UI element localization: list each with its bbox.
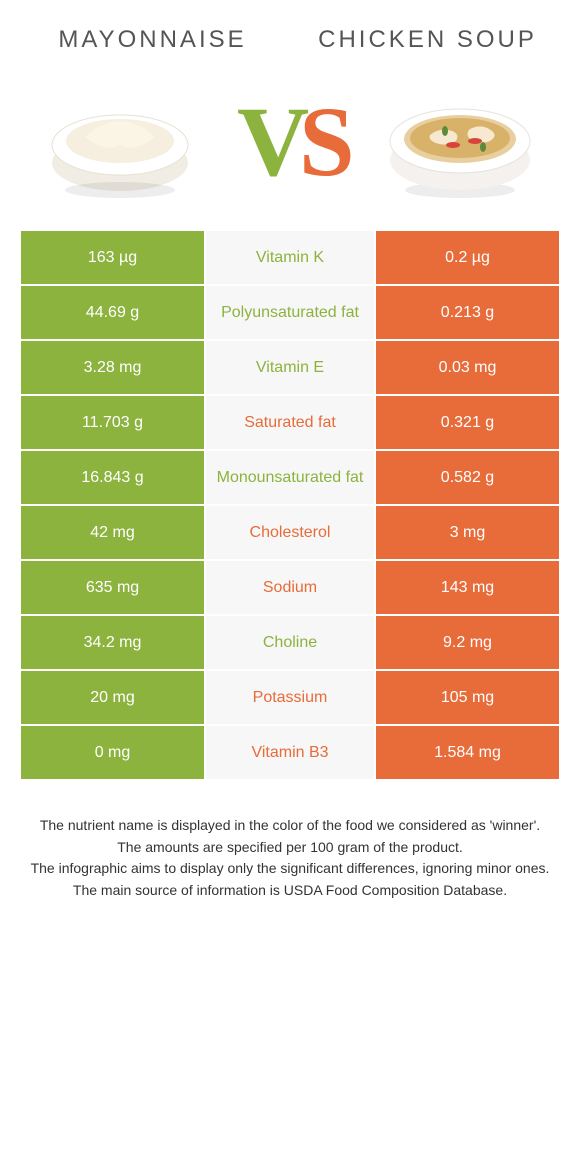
value-right: 105 mg <box>375 670 560 725</box>
nutrient-label: Saturated fat <box>205 395 375 450</box>
table-row: 163 µgVitamin K0.2 µg <box>20 230 560 285</box>
vs-label: V S <box>205 80 375 200</box>
value-right: 0.321 g <box>375 395 560 450</box>
footer-line-1: The nutrient name is displayed in the co… <box>20 815 560 837</box>
footer-line-4: The main source of information is USDA F… <box>20 880 560 902</box>
value-left: 3.28 mg <box>20 340 205 395</box>
nutrient-label: Polyunsaturated fat <box>205 285 375 340</box>
table-row: 42 mgCholesterol3 mg <box>20 505 560 560</box>
nutrient-label: Sodium <box>205 560 375 615</box>
table-row: 44.69 gPolyunsaturated fat0.213 g <box>20 285 560 340</box>
value-right: 0.03 mg <box>375 340 560 395</box>
value-left: 42 mg <box>20 505 205 560</box>
table-row: 11.703 gSaturated fat0.321 g <box>20 395 560 450</box>
value-left: 11.703 g <box>20 395 205 450</box>
chicken-soup-bowl-icon <box>375 75 545 205</box>
table-row: 34.2 mgCholine9.2 mg <box>20 615 560 670</box>
table-row: 635 mgSodium143 mg <box>20 560 560 615</box>
infographic-container: MAYONNAISE CHICKEN SOUP V S <box>0 0 580 902</box>
value-right: 0.213 g <box>375 285 560 340</box>
value-right: 3 mg <box>375 505 560 560</box>
svg-text:S: S <box>299 86 355 197</box>
hero-row: V S <box>0 65 580 230</box>
footer-line-3: The infographic aims to display only the… <box>20 858 560 880</box>
footer-notes: The nutrient name is displayed in the co… <box>20 815 560 902</box>
table-row: 20 mgPotassium105 mg <box>20 670 560 725</box>
mayonnaise-bowl-icon <box>35 75 205 205</box>
value-left: 20 mg <box>20 670 205 725</box>
title-right: CHICKEN SOUP <box>315 25 540 55</box>
value-right: 143 mg <box>375 560 560 615</box>
nutrient-label: Vitamin K <box>205 230 375 285</box>
nutrient-table: 163 µgVitamin K0.2 µg44.69 gPolyunsatura… <box>20 230 560 780</box>
value-left: 0 mg <box>20 725 205 780</box>
titles-row: MAYONNAISE CHICKEN SOUP <box>0 0 580 65</box>
value-right: 9.2 mg <box>375 615 560 670</box>
nutrient-label: Vitamin B3 <box>205 725 375 780</box>
footer-line-2: The amounts are specified per 100 gram o… <box>20 837 560 859</box>
nutrient-label: Vitamin E <box>205 340 375 395</box>
nutrient-label: Monounsaturated fat <box>205 450 375 505</box>
value-right: 1.584 mg <box>375 725 560 780</box>
value-right: 0.582 g <box>375 450 560 505</box>
table-row: 16.843 gMonounsaturated fat0.582 g <box>20 450 560 505</box>
nutrient-label: Potassium <box>205 670 375 725</box>
value-left: 163 µg <box>20 230 205 285</box>
title-left: MAYONNAISE <box>40 25 265 55</box>
value-left: 16.843 g <box>20 450 205 505</box>
nutrient-label: Cholesterol <box>205 505 375 560</box>
value-left: 34.2 mg <box>20 615 205 670</box>
value-left: 44.69 g <box>20 285 205 340</box>
value-left: 635 mg <box>20 560 205 615</box>
value-right: 0.2 µg <box>375 230 560 285</box>
nutrient-label: Choline <box>205 615 375 670</box>
table-row: 0 mgVitamin B31.584 mg <box>20 725 560 780</box>
table-row: 3.28 mgVitamin E0.03 mg <box>20 340 560 395</box>
